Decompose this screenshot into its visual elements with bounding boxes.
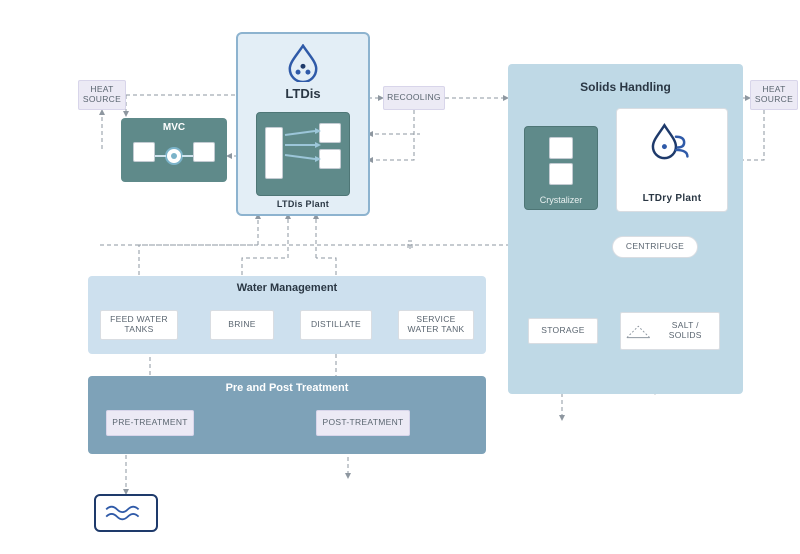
pre-treatment-box: PRE-TREATMENT [106,410,194,436]
ltdis-drop-icon [286,44,320,82]
ltdry-drop-wind-icon [648,120,694,170]
salt-solids-label: SALT / SOLIDS [656,321,715,341]
treatment-title: Pre and Post Treatment [88,382,486,396]
ltdis-plant-block [256,112,350,196]
crystalizer-block: Crystalizer [524,126,598,210]
salt-solids-box: SALT / SOLIDS [620,312,720,350]
service-water-tank-box: SERVICE WATER TANK [398,310,474,340]
heat-source-left: HEAT SOURCE [78,80,126,110]
mvc-schematic [133,142,215,170]
ltdis-title: LTDis [238,86,368,102]
centrifuge-box: CENTRIFUGE [612,236,698,258]
post-treatment-box: POST-TREATMENT [316,410,410,436]
mvc-title: MVC [121,122,227,134]
source-water-icon [94,494,158,532]
storage-box: STORAGE [528,318,598,344]
feed-water-tanks-box: FEED WATER TANKS [100,310,178,340]
crystalizer-label: Crystalizer [525,195,597,205]
water-title: Water Management [88,282,486,296]
heat-source-right: HEAT SOURCE [750,80,798,110]
distillate-box: DISTILLATE [300,310,372,340]
ltdry-plant-label: LTDry Plant [616,192,728,206]
solids-title: Solids Handling [508,80,743,94]
ltdis-plant-label: LTDis Plant [256,198,350,210]
brine-box: BRINE [210,310,274,340]
recooling-box: RECOOLING [383,86,445,110]
